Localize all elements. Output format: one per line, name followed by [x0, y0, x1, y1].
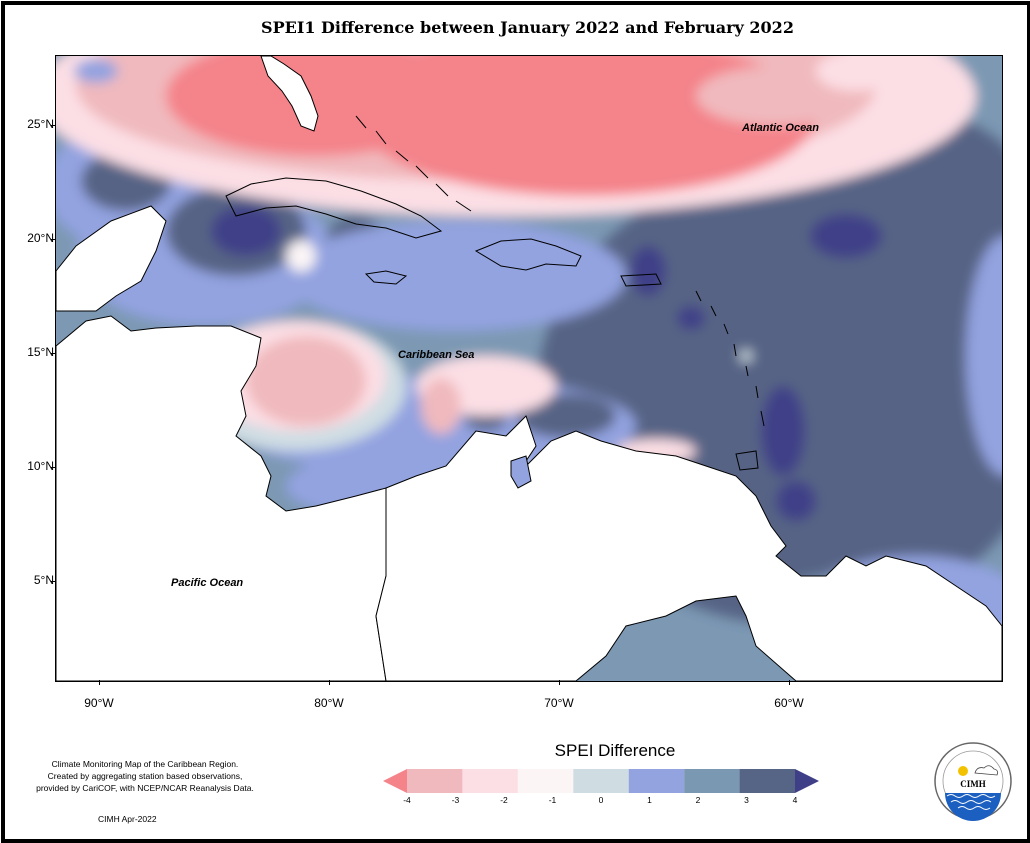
legend-tick-label: -1 [548, 795, 557, 805]
color-legend [383, 769, 819, 793]
x-tick-label: 90°W [84, 696, 114, 710]
legend-swatch [573, 769, 629, 793]
legend-title: SPEI Difference [554, 741, 676, 760]
x-tick-label: 70°W [544, 696, 574, 710]
legend-tick-label: -3 [451, 795, 460, 805]
x-tick-mark [99, 680, 100, 685]
y-tick-mark [51, 467, 56, 468]
y-tick-mark [51, 581, 56, 582]
y-tick-label: 20°N [27, 231, 54, 245]
legend-swatch [739, 769, 795, 793]
legend-tick-label: -2 [500, 795, 508, 805]
legend-swatch [383, 769, 407, 793]
cloud-icon [974, 765, 998, 776]
legend-swatch [462, 769, 518, 793]
figure-title: SPEI1 Difference between January 2022 an… [261, 18, 794, 37]
logo-text: CIMH [960, 779, 986, 789]
x-tick-mark [789, 680, 790, 685]
land [56, 56, 1002, 681]
y-tick-label: 25°N [27, 117, 54, 131]
note-line: Climate Monitoring Map of the Caribbean … [51, 759, 239, 769]
legend-tick-label: 2 [695, 795, 701, 805]
island-arcs [355, 115, 765, 427]
description-note: Climate Monitoring Map of the Caribbean … [20, 758, 270, 794]
cimh-logo: CIMH [934, 742, 1012, 821]
x-tick-label: 80°W [314, 696, 344, 710]
note-line: Created by aggregating station based obs… [47, 771, 243, 781]
credit-text: CIMH Apr-2022 [98, 814, 157, 824]
note-line: provided by CariCOF, with NCEP/NCAR Rean… [36, 783, 254, 793]
legend-swatch [684, 769, 740, 793]
x-tick-mark [329, 680, 330, 685]
legend-swatch [795, 769, 819, 793]
x-tick-mark [559, 680, 560, 685]
y-tick-label: 5°N [33, 573, 54, 587]
map-canvas: Atlantic Ocean Caribbean Sea Pacific Oce… [56, 56, 1002, 681]
y-tick-mark [51, 125, 56, 126]
legend-tick-label: -4 [403, 795, 411, 805]
y-tick-label: 15°N [27, 345, 54, 359]
pacific-ocean-label: Pacific Ocean [171, 577, 243, 589]
legend-tick-label: 4 [792, 795, 798, 805]
y-tick-label: 10°N [27, 459, 54, 473]
legend-swatch [517, 769, 574, 793]
y-tick-mark [51, 353, 56, 354]
legend-swatch [407, 769, 463, 793]
legend-tick-label: 0 [598, 795, 604, 805]
map-panel: Atlantic Ocean Caribbean Sea Pacific Oce… [55, 55, 1003, 682]
atlantic-ocean-label: Atlantic Ocean [741, 122, 819, 134]
legend-tick-label: 3 [744, 795, 749, 805]
x-tick-label: 60°W [774, 696, 804, 710]
legend-swatches [383, 769, 819, 793]
sun-icon [958, 766, 968, 776]
y-tick-mark [51, 239, 56, 240]
legend-tick-label: 1 [647, 795, 652, 805]
caribbean-sea-label: Caribbean Sea [398, 349, 474, 361]
legend-swatch [628, 769, 685, 793]
